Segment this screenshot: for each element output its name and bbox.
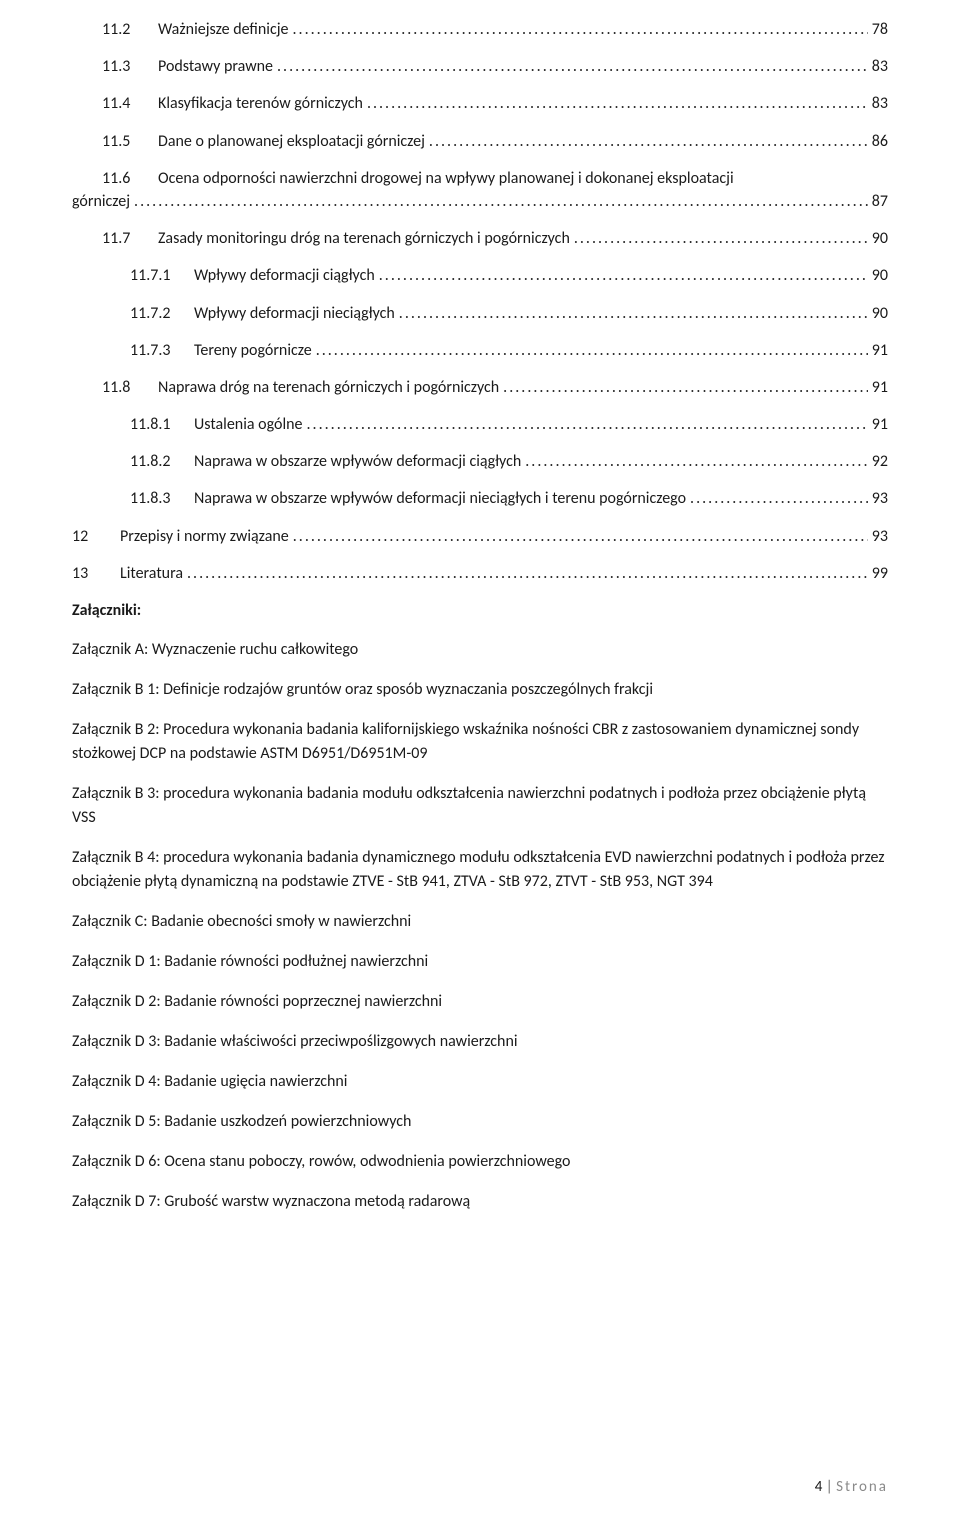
attachment-entry: Załącznik D 7: Grubość warstw wyznaczona… [72, 1190, 888, 1214]
toc-page: 93 [872, 525, 888, 548]
toc-title: Naprawa w obszarze wpływów deformacji ni… [194, 487, 686, 510]
attachment-entry: Załącznik D 5: Badanie uszkodzeń powierz… [72, 1110, 888, 1134]
toc-leader [293, 525, 868, 548]
toc-title: Klasyfikacja terenów górniczych [158, 92, 363, 115]
toc-page: 83 [872, 55, 888, 78]
toc-leader [379, 264, 868, 287]
toc-entry: 11.7Zasady monitoringu dróg na terenach … [72, 227, 888, 250]
attachment-entry: Załącznik D 1: Badanie równości podłużne… [72, 950, 888, 974]
toc-leader [525, 450, 868, 473]
page-footer: 4 | Strona [815, 1477, 888, 1499]
toc-entry: 11.8.3Naprawa w obszarze wpływów deforma… [72, 487, 888, 510]
attachment-entry: Załącznik D 6: Ocena stanu poboczy, rowó… [72, 1150, 888, 1174]
toc-leader [367, 92, 868, 115]
toc-number: 11.8.1 [130, 413, 194, 436]
toc-leader [316, 339, 868, 362]
toc-page: 93 [872, 487, 888, 510]
toc-leader [277, 55, 868, 78]
toc-number: 11.7.1 [130, 264, 194, 287]
toc-title: Naprawa dróg na terenach górniczych i po… [158, 376, 499, 399]
toc-page: 90 [872, 264, 888, 287]
toc-title: Tereny pogórnicze [194, 339, 312, 362]
toc-title: Przepisy i normy związane [120, 525, 289, 548]
toc-entry: 11.7.2Wpływy deformacji nieciągłych 90 [72, 302, 888, 325]
toc-title: Ważniejsze definicje [158, 18, 289, 41]
toc-page: 86 [872, 130, 888, 153]
toc-entry: 11.5Dane o planowanej eksploatacji górni… [72, 130, 888, 153]
toc-page: 92 [872, 450, 888, 473]
footer-label: Strona [836, 1478, 888, 1496]
toc-title: Literatura [120, 562, 183, 585]
toc-title: Wpływy deformacji ciągłych [194, 264, 375, 287]
toc-page: 78 [872, 18, 888, 41]
toc-leader [134, 190, 868, 213]
toc-number: 11.7 [102, 227, 158, 250]
toc-leader [187, 562, 868, 585]
toc-leader [503, 376, 868, 399]
toc-entry: 11.8.2Naprawa w obszarze wpływów deforma… [72, 450, 888, 473]
toc-page: 87 [872, 190, 888, 213]
toc-entry: 11.2Ważniejsze definicje 78 [72, 18, 888, 41]
toc-title: Zasady monitoringu dróg na terenach górn… [158, 227, 570, 250]
toc-page: 91 [872, 413, 888, 436]
toc-page: 90 [872, 227, 888, 250]
toc-number: 11.3 [102, 55, 158, 78]
toc-number: 13 [72, 562, 120, 585]
toc-number: 11.4 [102, 92, 158, 115]
toc-entry: 13Literatura 99 [72, 562, 888, 585]
toc-title: Podstawy prawne [158, 55, 273, 78]
toc-number: 11.8 [102, 376, 158, 399]
toc-title: Ocena odporności nawierzchni drogowej na… [158, 167, 734, 190]
attachment-entry: Załącznik D 4: Badanie ugięcia nawierzch… [72, 1070, 888, 1094]
toc-entry: 11.8Naprawa dróg na terenach górniczych … [72, 376, 888, 399]
toc-entry: 11.8.1Ustalenia ogólne 91 [72, 413, 888, 436]
toc-page: 99 [872, 562, 888, 585]
footer-sep: | [822, 1478, 836, 1496]
attachments-list: Załącznik A: Wyznaczenie ruchu całkowite… [72, 638, 888, 1214]
toc-entry: 11.4Klasyfikacja terenów górniczych 83 [72, 92, 888, 115]
toc-leader [399, 302, 868, 325]
toc-number: 11.8.2 [130, 450, 194, 473]
toc-page: 91 [872, 376, 888, 399]
attachment-entry: Załącznik D 3: Badanie właściwości przec… [72, 1030, 888, 1054]
toc-title-cont: górniczej [72, 190, 130, 213]
toc-entry: 11.6Ocena odporności nawierzchni drogowe… [72, 167, 888, 213]
attachment-entry: Załącznik B 1: Definicje rodzajów gruntó… [72, 678, 888, 702]
toc-number: 11.7.3 [130, 339, 194, 362]
attachment-entry: Załącznik B 2: Procedura wykonania badan… [72, 718, 888, 766]
toc-number: 11.6 [102, 167, 158, 190]
toc-page: 91 [872, 339, 888, 362]
toc-leader [690, 487, 868, 510]
toc-page: 90 [872, 302, 888, 325]
toc-entry: 11.7.1Wpływy deformacji ciągłych 90 [72, 264, 888, 287]
toc-title: Dane o planowanej eksploatacji górniczej [158, 130, 425, 153]
toc-leader [574, 227, 868, 250]
table-of-contents: 11.2Ważniejsze definicje 78 11.3Podstawy p… [72, 18, 888, 585]
attachment-entry: Załącznik C: Badanie obecności smoły w n… [72, 910, 888, 934]
attachments-heading: Załączniki: [72, 599, 888, 622]
toc-number: 11.2 [102, 18, 158, 41]
attachment-entry: Załącznik B 4: procedura wykonania badan… [72, 846, 888, 894]
toc-title: Ustalenia ogólne [194, 413, 303, 436]
attachment-entry: Załącznik B 3: procedura wykonania badan… [72, 782, 888, 830]
toc-leader [293, 18, 868, 41]
toc-number: 11.7.2 [130, 302, 194, 325]
toc-number: 11.8.3 [130, 487, 194, 510]
toc-leader [307, 413, 868, 436]
toc-number: 11.5 [102, 130, 158, 153]
toc-leader [429, 130, 868, 153]
toc-number: 12 [72, 525, 120, 548]
toc-title: Naprawa w obszarze wpływów deformacji ci… [194, 450, 521, 473]
attachment-entry: Załącznik D 2: Badanie równości poprzecz… [72, 990, 888, 1014]
attachment-entry: Załącznik A: Wyznaczenie ruchu całkowite… [72, 638, 888, 662]
toc-entry: 12Przepisy i normy związane 93 [72, 525, 888, 548]
toc-entry: 11.7.3Tereny pogórnicze 91 [72, 339, 888, 362]
toc-title: Wpływy deformacji nieciągłych [194, 302, 395, 325]
toc-entry: 11.3Podstawy prawne 83 [72, 55, 888, 78]
toc-page: 83 [872, 92, 888, 115]
